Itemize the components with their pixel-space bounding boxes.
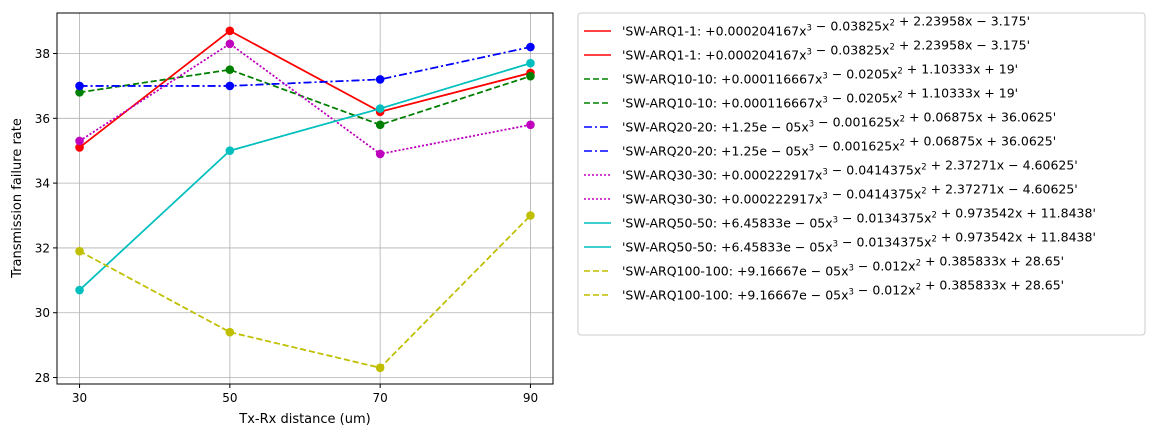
y-tick-label: 30 [35, 306, 50, 320]
data-point-6-2 [375, 149, 385, 159]
data-point-0-0 [75, 143, 84, 152]
y-tick-label: 36 [35, 112, 50, 126]
data-point-8-2 [375, 104, 385, 113]
data-point-2-0 [75, 88, 84, 97]
plot-frame [56, 12, 554, 385]
legend-entry-4: 'SW-ARQ20-20: +1.25e − 05x3 − 0.001625x2… [622, 110, 1056, 135]
series-line-10 [79, 214, 532, 369]
y-tick-label: 32 [35, 241, 50, 255]
data-point-8-3 [526, 58, 535, 68]
legend-entry-1: 'SW-ARQ1-1: +0.000204167x3 − 0.03825x2 +… [622, 38, 1030, 63]
y-tick-label: 34 [35, 177, 50, 191]
data-point-10-1 [225, 327, 235, 337]
legend-entry-0: 'SW-ARQ1-1: +0.000204167x3 − 0.03825x2 +… [622, 14, 1030, 39]
grid-lines [57, 13, 553, 384]
series-markers [75, 26, 535, 373]
y-axis-label: Transmission failure rate [10, 118, 25, 279]
data-point-4-2 [375, 75, 385, 84]
x-axis-ticks: 30 50 70 90 [72, 384, 538, 405]
x-tick-label: 90 [523, 391, 538, 405]
data-point-6-0 [75, 136, 84, 146]
legend-entry-10: 'SW-ARQ100-100: +9.16667e − 05x3 − 0.012… [622, 254, 1064, 279]
series-line-1 [79, 30, 531, 149]
data-point-4-0 [75, 81, 84, 91]
legend-frame [577, 12, 1146, 336]
y-tick-label: 28 [35, 371, 50, 385]
data-point-4-1 [225, 81, 235, 91]
series-line-9 [79, 62, 531, 291]
data-point-2-2 [375, 120, 385, 130]
data-point-2-1 [225, 65, 235, 75]
series-lines [79, 30, 532, 369]
legend-entry-2: 'SW-ARQ10-10: +0.000116667x3 − 0.0205x2 … [622, 62, 1018, 87]
x-axis-label: Tx-Rx distance (um) [238, 412, 370, 427]
y-tick-label: 38 [35, 47, 50, 61]
y-axis-ticks: 28 30 32 34 36 38 [35, 47, 57, 385]
x-tick-label: 50 [222, 391, 237, 405]
data-point-4-3 [526, 42, 535, 52]
legend-entry-11: 'SW-ARQ100-100: +9.16667e − 05x3 − 0.012… [622, 278, 1064, 303]
series-line-5 [79, 46, 531, 87]
series-line-4 [79, 46, 531, 87]
x-tick-label: 30 [72, 391, 87, 405]
data-point-10-3 [526, 211, 535, 220]
legend-entry-3: 'SW-ARQ10-10: +0.000116667x3 − 0.0205x2 … [622, 86, 1018, 111]
legend-entry-8: 'SW-ARQ50-50: +6.45833e − 05x3 − 0.01343… [622, 206, 1096, 231]
data-point-8-0 [75, 285, 84, 295]
legend-entry-7: 'SW-ARQ30-30: +0.000222917x3 − 0.0414375… [622, 182, 1078, 207]
series-line-3 [79, 68, 531, 126]
legend-entry-9: 'SW-ARQ50-50: +6.45833e − 05x3 − 0.01343… [622, 230, 1096, 255]
data-point-2-3 [526, 71, 535, 81]
series-line-11 [79, 214, 532, 369]
data-point-6-1 [225, 39, 235, 49]
data-point-0-1 [225, 26, 235, 36]
legend-entry-5: 'SW-ARQ20-20: +1.25e − 05x3 − 0.001625x2… [622, 134, 1056, 159]
data-point-8-1 [225, 146, 235, 156]
series-line-7 [79, 42, 531, 155]
data-point-10-2 [375, 363, 385, 373]
x-tick-label: 70 [373, 391, 388, 405]
legend-entry-6: 'SW-ARQ30-30: +0.000222917x3 − 0.0414375… [622, 158, 1078, 183]
data-point-10-0 [75, 246, 84, 256]
data-point-6-3 [526, 120, 535, 130]
legend: 'SW-ARQ1-1: +0.000204167x3 − 0.03825x2 +… [577, 12, 1146, 336]
